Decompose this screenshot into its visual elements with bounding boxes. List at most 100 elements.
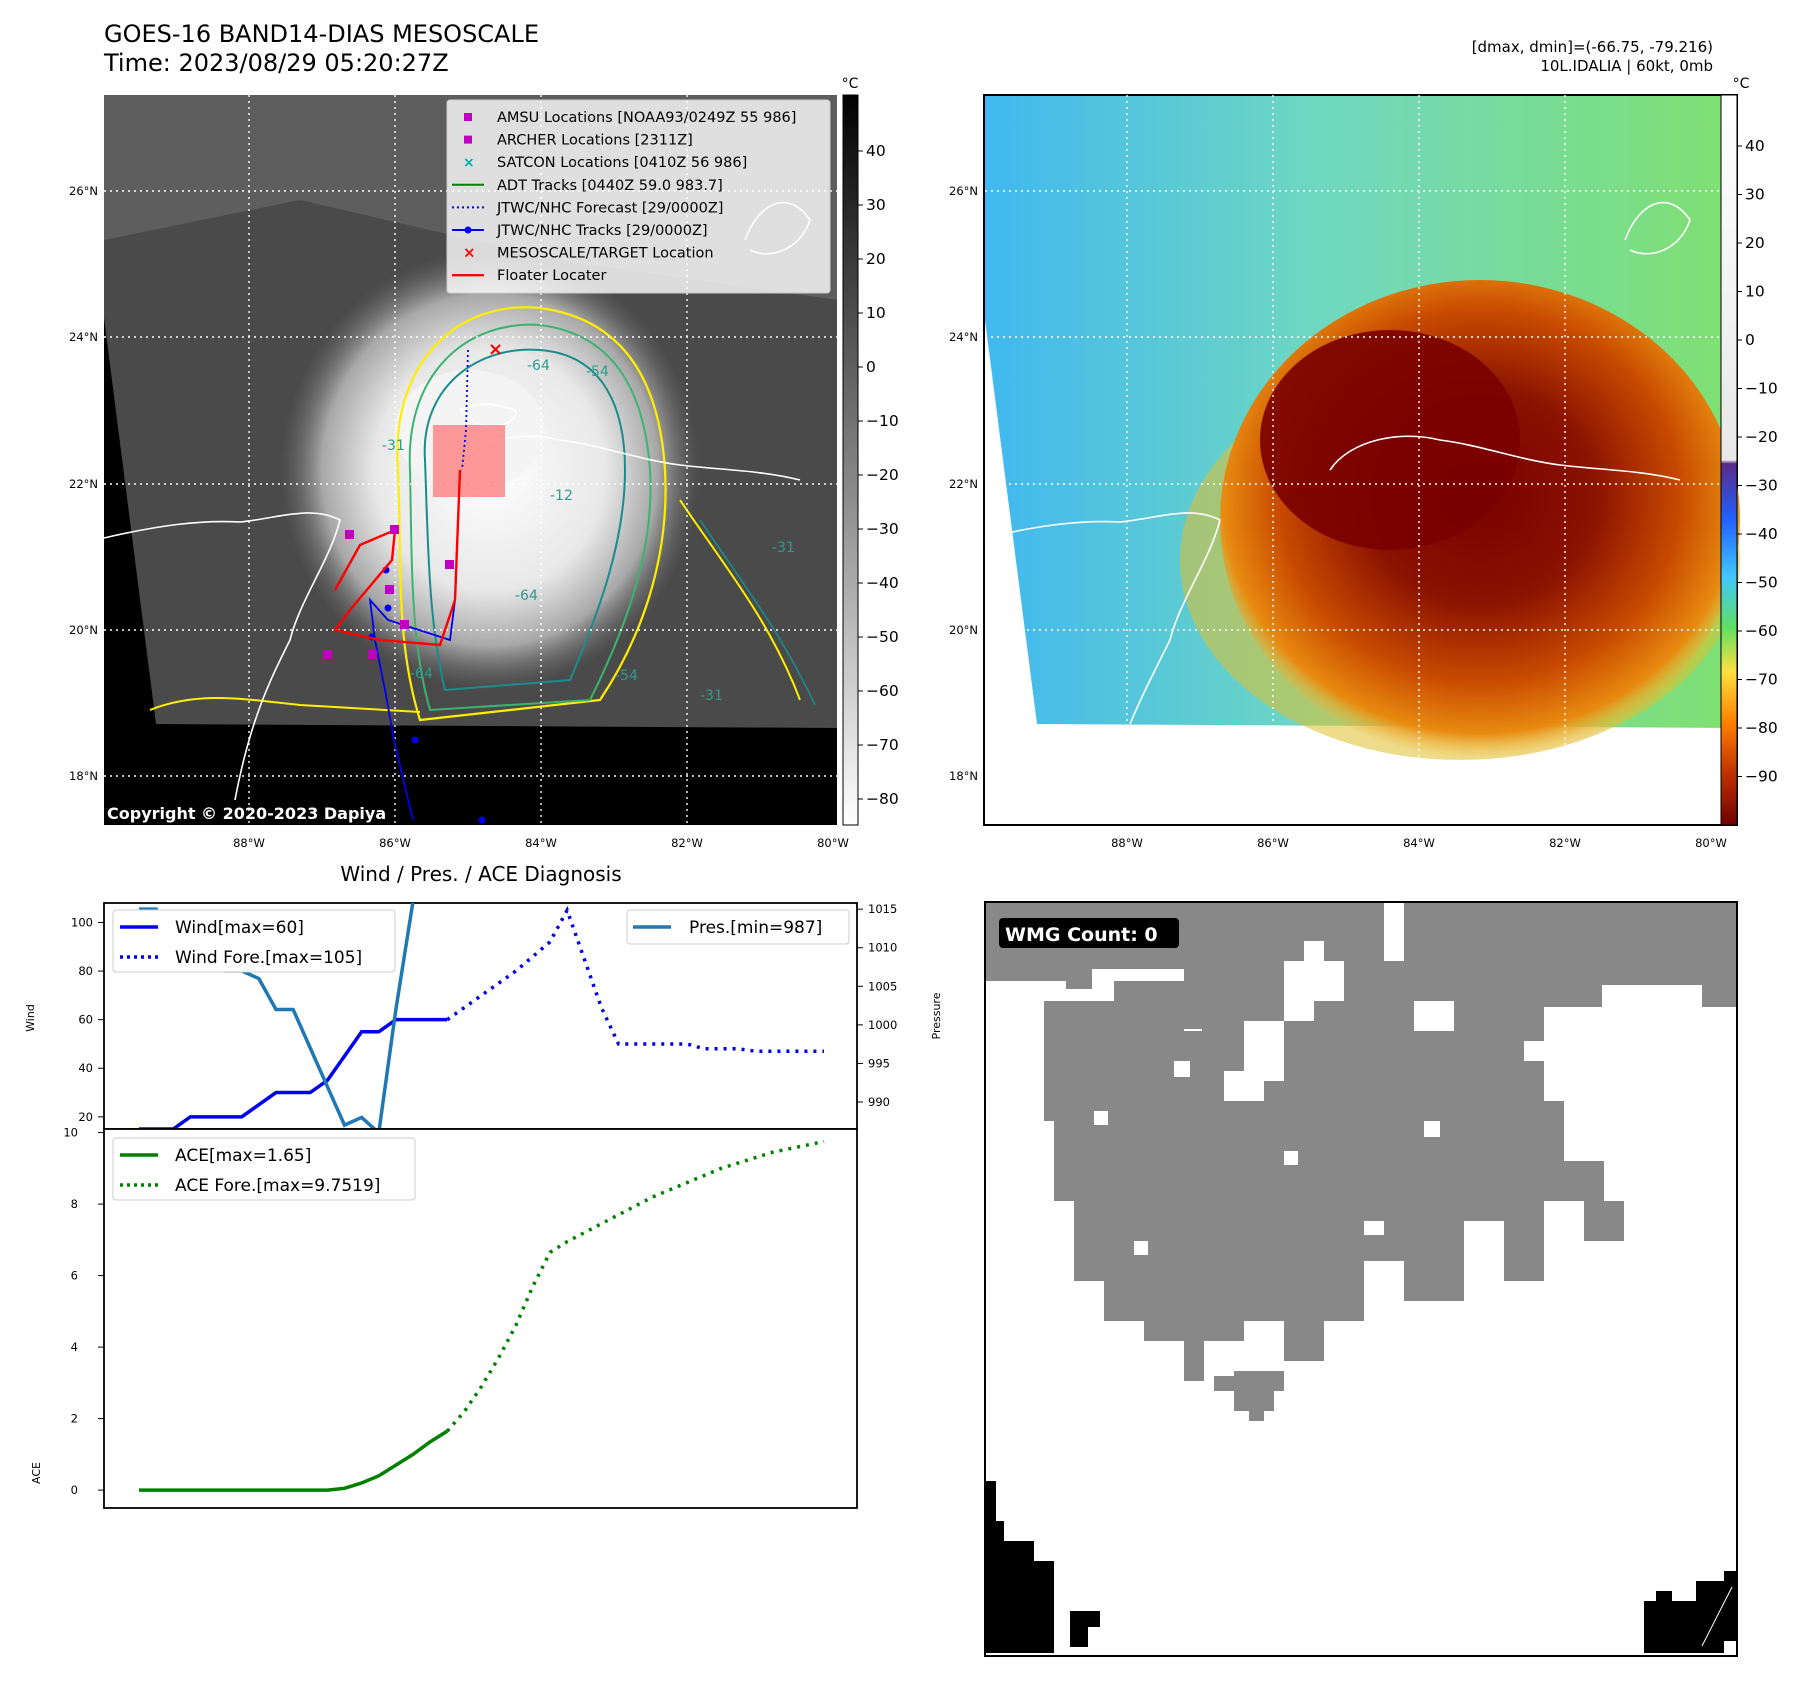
- ir-lon-label: 82°W: [671, 836, 703, 850]
- magenta-square-icon: [464, 135, 472, 144]
- ir-colorbar-tick: −40: [866, 574, 899, 592]
- legend-entry-label: Floater Locater: [497, 268, 606, 284]
- color-colorbar-tick: 40: [1745, 137, 1765, 155]
- color-colorbar-tick: −90: [1745, 768, 1778, 786]
- pressure-axis-label: Pressure: [930, 992, 940, 1039]
- wind-tick-label: 60: [78, 1013, 93, 1027]
- color-colorbar-tick: −30: [1745, 477, 1778, 495]
- color-colorbar-tick: 0: [1745, 331, 1755, 349]
- color-lon-label: 84°W: [1403, 836, 1435, 850]
- color-colorbar-tick: −40: [1745, 525, 1778, 543]
- floater-box: [433, 425, 505, 497]
- ir-colorbar-tick: −50: [866, 628, 899, 646]
- ir-lat-label: 22°N: [69, 477, 98, 491]
- diagnosis-charts: Wind / Pres. / ACE Diagnosis Wind Pressu…: [24, 862, 940, 1509]
- color-lon-label: 88°W: [1111, 836, 1143, 850]
- ir-lat-label: 24°N: [69, 330, 98, 344]
- legend-entry-label: ADT Tracks [0440Z 59.0 983.7]: [497, 178, 723, 194]
- figure-title: GOES-16 BAND14-DIAS MESOSCALE Time: 2023…: [104, 20, 539, 78]
- jtwc-track: [368, 469, 461, 821]
- legend-entry-label: AMSU Locations [NOAA93/0249Z 55 986]: [497, 110, 796, 126]
- legend-entry-label: ARCHER Locations [2311Z]: [497, 133, 693, 149]
- color-colorbar-tick: 10: [1745, 283, 1765, 301]
- ir-colorbar-tick: −70: [866, 736, 899, 754]
- stats-storm-info: 10L.IDALIA | 60kt, 0mb: [1540, 57, 1713, 75]
- title-line-product: GOES-16 BAND14-DIAS MESOSCALE: [104, 20, 540, 48]
- wind-forecast-series-line: [446, 905, 824, 1053]
- wind-series-line: [139, 1017, 448, 1129]
- pressure-tick-label: 995: [868, 1056, 890, 1070]
- contour-label: -31: [382, 438, 405, 454]
- pressure-tick-label: 1010: [868, 941, 897, 955]
- contour-teal: [423, 348, 627, 692]
- wmg-panel: WMG Count: 0: [984, 901, 1738, 1657]
- ir-colorbar-tick: −20: [866, 466, 899, 484]
- color-lon-label: 86°W: [1257, 836, 1289, 850]
- ir-colorbar-tick: 10: [866, 304, 886, 322]
- color-storm-cloud: [1220, 280, 1740, 760]
- ace-forecast-legend-label: ACE Fore.[max=9.7519]: [175, 1176, 380, 1196]
- ace-tick-label: 2: [71, 1412, 78, 1426]
- color-lon-label: 80°W: [1695, 836, 1727, 850]
- wind-legend: [112, 909, 396, 973]
- ace-tick-label: 4: [71, 1340, 78, 1354]
- title-line-time: Time: 2023/08/29 05:20:27Z: [104, 49, 449, 77]
- ace-series-line: [139, 1429, 449, 1492]
- wind-tick-label: 40: [78, 1061, 93, 1075]
- storm-stats: [dmax, dmin]=(-66.75, -79.216) 10L.IDALI…: [1472, 38, 1713, 76]
- ir-colorbar-tick: 0: [866, 358, 876, 376]
- diagnosis-title: Wind / Pres. / ACE Diagnosis: [340, 862, 621, 886]
- amsu-locations: [323, 525, 454, 659]
- color-colorbar-tick: 30: [1745, 186, 1765, 204]
- contour-label: -64: [515, 588, 538, 604]
- color-colorbar-tick: −10: [1745, 380, 1778, 398]
- jtwc-forecast-track: [461, 349, 469, 471]
- ir-lat-label: 18°N: [69, 769, 98, 783]
- color-lat-label: 18°N: [949, 769, 978, 783]
- color-colorbar-unit: °C: [1733, 76, 1750, 92]
- ir-lon-label: 80°W: [817, 836, 849, 850]
- ir-colorbar-tick: 30: [866, 196, 886, 214]
- wind-forecast-legend-label: Wind Fore.[max=105]: [175, 948, 362, 968]
- ir-colorbar-unit: °C: [842, 76, 859, 92]
- ir-map-panel: × -64 -54 -31 -64 -64 -54 -31 -31 -12 AMSU Locat…: [69, 76, 1778, 850]
- ir-map-legend: [446, 99, 831, 294]
- wind-tick-label: 80: [78, 964, 93, 978]
- color-lat-label: 24°N: [949, 330, 978, 344]
- ir-colorbar-tick: 40: [866, 142, 886, 160]
- pressure-legend: [626, 909, 850, 945]
- ir-lon-label: 88°W: [233, 836, 265, 850]
- contour-label: -54: [615, 668, 638, 684]
- copyright-text: Copyright © 2020-2023 Dapiya: [107, 804, 386, 823]
- ace-legend: [112, 1137, 416, 1201]
- wmg-black-regions: [986, 1481, 1736, 1653]
- contour-green: [408, 323, 652, 712]
- ace-tick-label: 6: [71, 1269, 78, 1283]
- pressure-tick-label: 990: [868, 1095, 890, 1109]
- color-colorbar: [1720, 94, 1738, 826]
- cyan-x-icon: ×: [463, 155, 475, 171]
- color-colorbar-tick: −50: [1745, 574, 1778, 592]
- ir-lat-label: 26°N: [69, 184, 98, 198]
- legend-entry-label: MESOSCALE/TARGET Location: [497, 246, 714, 262]
- wind-axis-label: Wind: [24, 1004, 37, 1032]
- mesoscale-target-marker: ×: [488, 339, 503, 360]
- wind-tick-label: 20: [78, 1110, 93, 1124]
- color-lon-label: 82°W: [1549, 836, 1581, 850]
- color-coastlines: [984, 201, 1691, 725]
- color-lat-label: 20°N: [949, 623, 978, 637]
- color-colorbar-tick: −20: [1745, 428, 1778, 446]
- legend-entry-label: SATCON Locations [0410Z 56 986]: [497, 155, 747, 171]
- wmg-count-label: WMG Count: 0: [1005, 924, 1158, 946]
- magenta-square-icon: [464, 113, 472, 121]
- ace-tick-label: 8: [71, 1197, 78, 1211]
- floater-track: [332, 469, 462, 647]
- ir-lat-label: 20°N: [69, 623, 98, 637]
- contour-yellow: [396, 306, 667, 722]
- ace-legend-label: ACE[max=1.65]: [175, 1146, 311, 1166]
- ace-tick-label: 10: [63, 1126, 78, 1140]
- contour-label: -54: [586, 364, 609, 380]
- pressure-tick-label: 1015: [868, 902, 897, 916]
- color-lat-label: 26°N: [949, 184, 978, 198]
- svg-text:×: ×: [463, 155, 475, 171]
